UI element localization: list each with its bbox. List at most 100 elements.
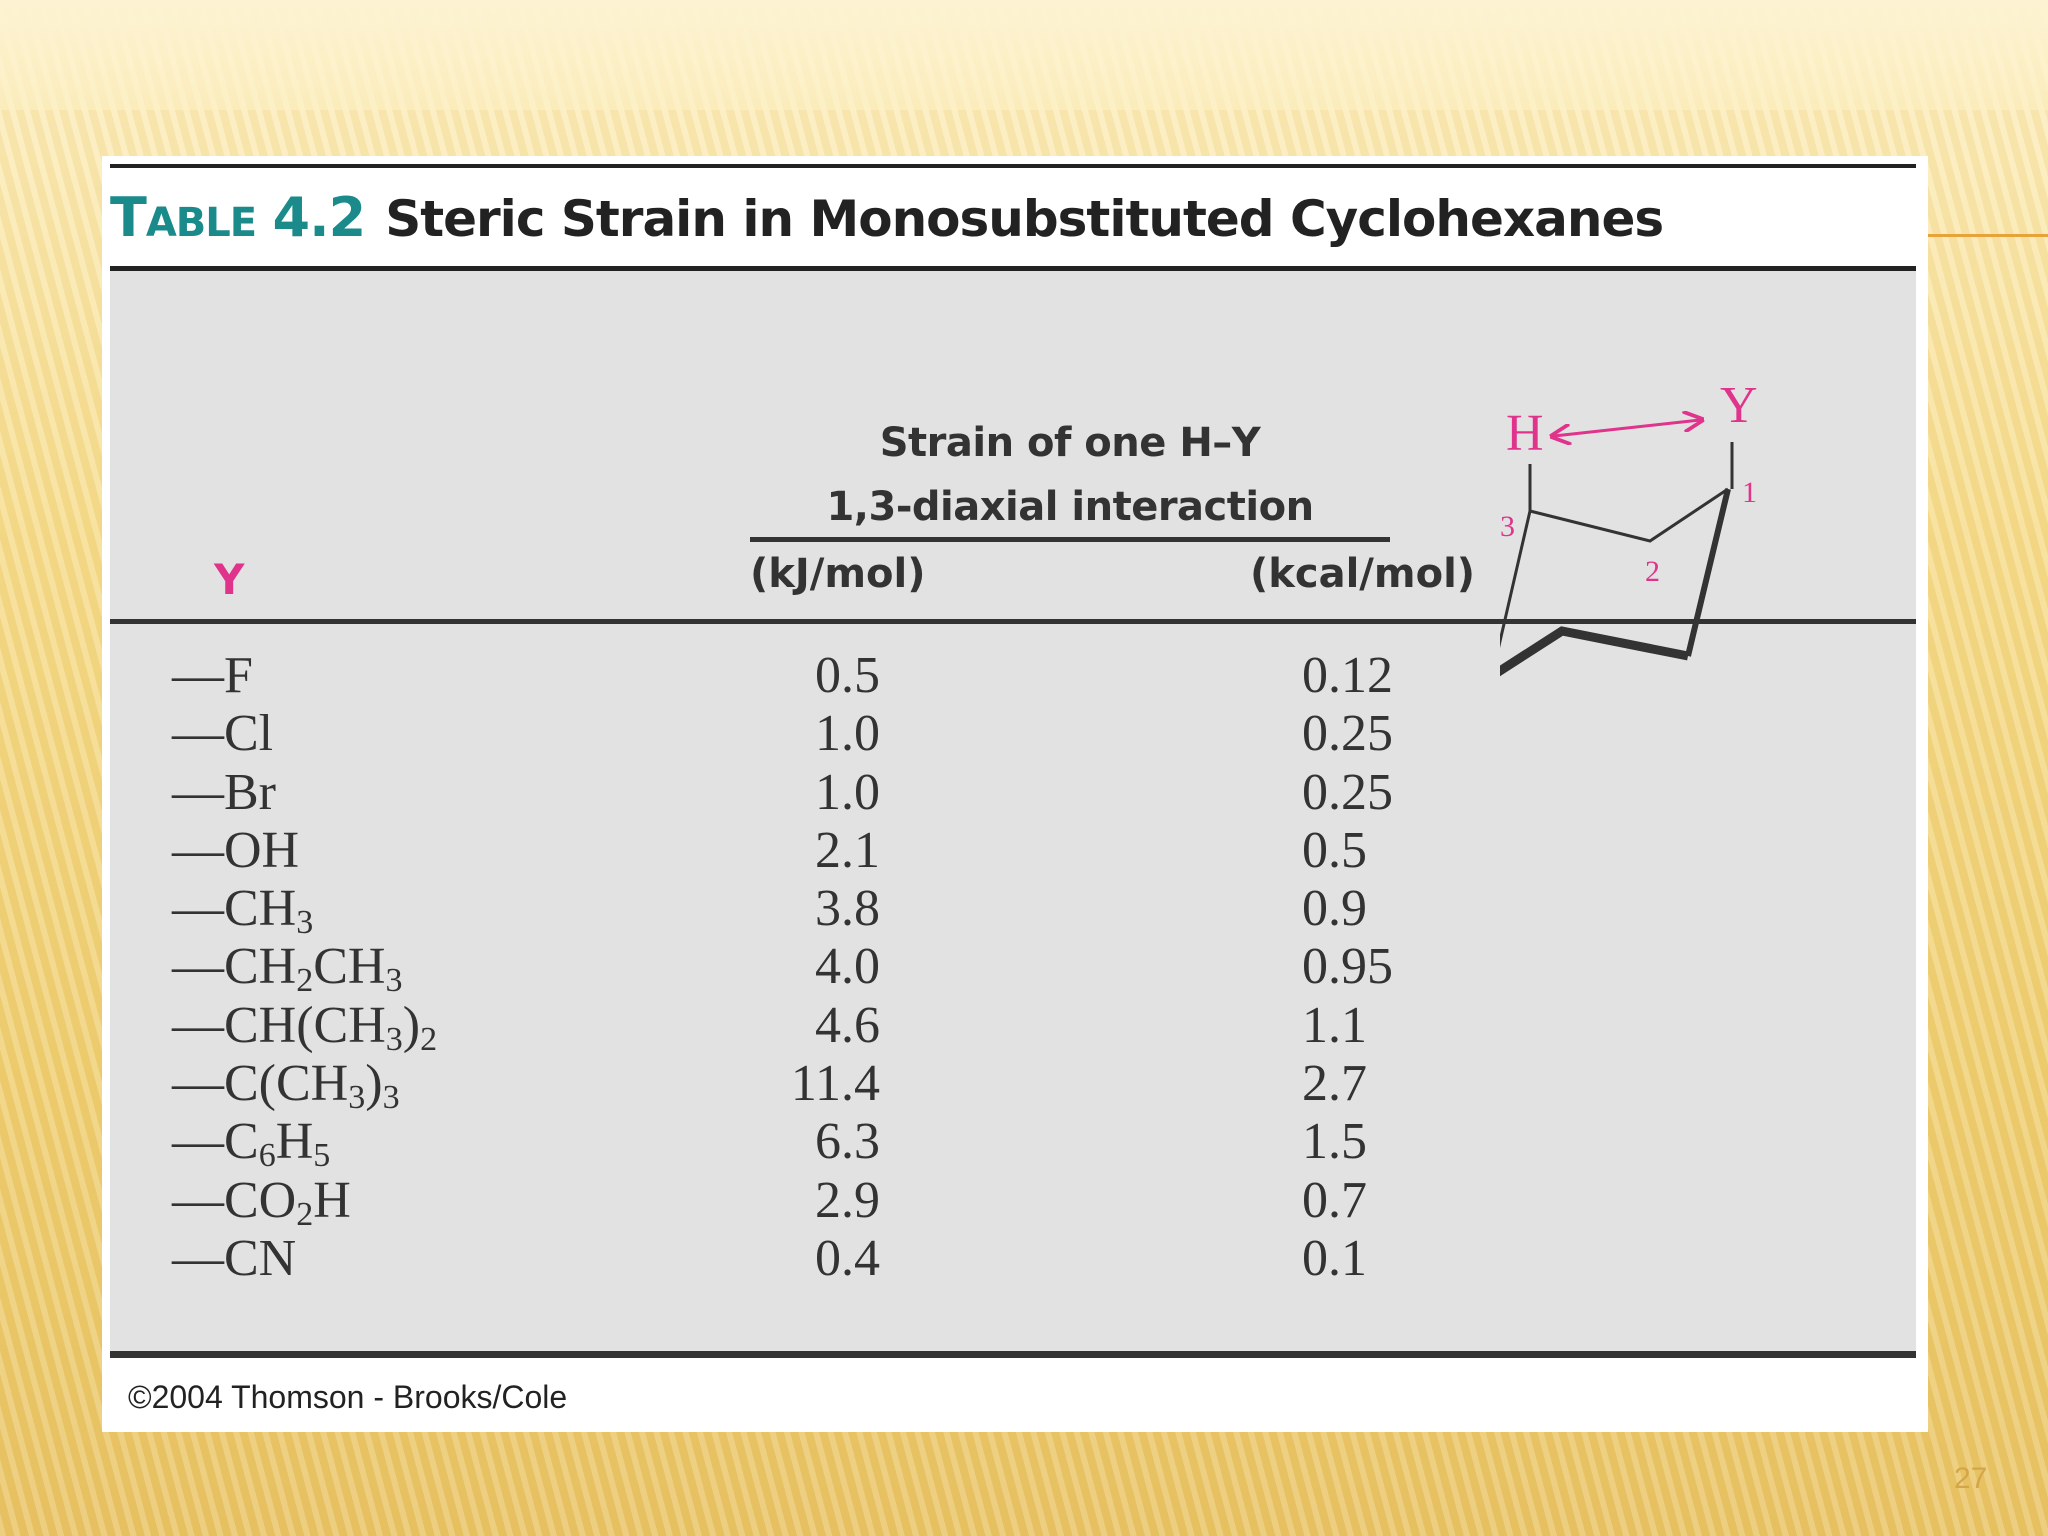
kcal-value-cell: 0.7 — [1302, 1171, 1367, 1229]
ring-front-edge — [1500, 626, 1689, 677]
substituent-subscript: 6 — [258, 1137, 276, 1175]
substituent-text: —C — [172, 1113, 259, 1171]
substituent-text: —CH — [172, 880, 297, 938]
kcal-value-cell: 0.5 — [1302, 821, 1367, 879]
substituent-text: —CH — [172, 938, 297, 996]
substituent-cell: —CH2CH3 — [172, 937, 403, 1000]
table-panel: TABLE 4.2 Steric Strain in Monosubstitute… — [102, 156, 1928, 1432]
substituent-subscript: 3 — [296, 904, 314, 942]
kcal-value-cell: 0.25 — [1302, 763, 1393, 821]
table-row: —C(CH3)3 11.4 2.7 — [110, 1054, 1916, 1117]
substituent-subscript: 5 — [313, 1137, 331, 1175]
table-title: TABLE 4.2 Steric Strain in Monosubstitute… — [110, 186, 1664, 256]
kj-value-cell: 0.5 — [815, 647, 880, 704]
kj-value-cell: 11.4 — [790, 1055, 880, 1113]
ring-right-edge — [1685, 488, 1731, 657]
kj-value-cell: 0.4 — [815, 1229, 880, 1287]
substituent-text: —CH(CH — [172, 996, 386, 1054]
table-row: —F 0.5 0.12 — [110, 646, 1916, 704]
kcal-value-cell: 0.95 — [1302, 938, 1393, 996]
substituent-subscript: 3 — [385, 962, 403, 1000]
kj-value-cell: 4.0 — [815, 938, 880, 996]
table-row: —CH3 3.8 0.9 — [110, 879, 1916, 942]
table-row: —C6H5 6.3 1.5 — [110, 1112, 1916, 1175]
table-bottom-rule — [110, 1351, 1916, 1358]
substituent-text: ) — [402, 996, 421, 1054]
ring-left-edge — [1500, 510, 1532, 648]
substituent-text: H — [313, 1171, 351, 1229]
kj-value-cell: 6.3 — [815, 1113, 880, 1171]
column-header-y: Y — [214, 555, 245, 604]
kj-value-cell: 2.9 — [815, 1171, 880, 1229]
substituent-text: —Cl — [172, 705, 274, 763]
table-title-text: Steric Strain in Monosubstituted Cyclohe… — [385, 190, 1664, 248]
kcal-value-cell: 0.25 — [1302, 705, 1393, 763]
slide-top-band — [0, 0, 2048, 110]
kcal-value-cell: 0.9 — [1302, 880, 1367, 938]
strain-header: Strain of one H–Y 1,3-diaxial interactio… — [750, 411, 1390, 539]
kcal-value-cell: 2.7 — [1302, 1055, 1367, 1113]
substituent-text: CH — [313, 938, 386, 996]
table-row: —CH2CH3 4.0 0.95 — [110, 937, 1916, 1000]
table-row: —CH(CH3)2 4.6 1.1 — [110, 996, 1916, 1058]
kcal-value-cell: 1.1 — [1302, 996, 1367, 1054]
cyclohexane-diagram: H Y 3 1 2 — [1500, 377, 1758, 677]
substituent-cell: —CH3 — [172, 879, 314, 942]
table-tag-number: 4.2 — [272, 186, 367, 249]
carbon-1-label: 1 — [1742, 476, 1757, 509]
strain-header-line2: 1,3-diaxial interaction — [826, 484, 1314, 530]
table-tag-rest: ABLE — [145, 200, 257, 246]
kcal-value-cell: 1.5 — [1302, 1113, 1367, 1171]
substituent-subscript: 3 — [348, 1079, 366, 1117]
kcal-value-cell: 0.1 — [1302, 1229, 1367, 1287]
substituent-subscript: 2 — [420, 1020, 438, 1058]
kj-value-cell: 1.0 — [815, 705, 880, 763]
table-tag-prefix: T — [110, 186, 147, 249]
substituent-cell: —C6H5 — [172, 1112, 331, 1175]
ring-back-edge — [1529, 487, 1729, 543]
substituent-text: —OH — [172, 821, 300, 879]
substituent-subscript: 2 — [296, 1195, 314, 1233]
column-header-kcal: (kcal/mol) — [1250, 551, 1476, 597]
substituent-subscript: 3 — [385, 1020, 403, 1058]
carbon-2-label: 2 — [1645, 555, 1660, 588]
table-body: Strain of one H–Y 1,3-diaxial interactio… — [110, 266, 1916, 1358]
table-tag: TABLE 4.2 — [110, 186, 366, 249]
label-h: H — [1506, 405, 1544, 462]
substituent-text: —CO — [172, 1171, 297, 1229]
table-rows: —F 0.5 0.12 —Cl 1.0 0.25 —Br 1.0 0.25 —OH 2.1 0.5 —C… — [110, 646, 1916, 1287]
table-row: —Cl 1.0 0.25 — [110, 704, 1916, 762]
substituent-cell: —F — [172, 646, 253, 705]
substituent-text: —Br — [172, 763, 276, 821]
carbon-3-label: 3 — [1500, 510, 1515, 543]
table-row: —CO2H 2.9 0.7 — [110, 1171, 1916, 1233]
header-bottom-rule — [110, 619, 1916, 624]
substituent-cell: —Cl — [172, 704, 273, 763]
kj-value-cell: 3.8 — [815, 880, 880, 938]
substituent-cell: —OH — [172, 821, 299, 880]
label-y: Y — [1720, 377, 1758, 434]
strain-header-rule — [750, 537, 1390, 542]
diaxial-interaction-arrow — [1554, 420, 1700, 436]
page-number: 27 — [1954, 1462, 1988, 1495]
kj-value-cell: 1.0 — [815, 763, 880, 821]
substituent-text: ) — [365, 1055, 383, 1113]
substituent-subscript: 3 — [382, 1079, 400, 1117]
substituent-subscript: 2 — [296, 962, 314, 1000]
substituent-text: —F — [172, 647, 253, 704]
slide-accent-line — [1928, 234, 2048, 237]
title-top-rule — [110, 164, 1916, 168]
substituent-cell: —CH(CH3)2 — [172, 996, 438, 1058]
substituent-cell: —Br — [172, 763, 276, 822]
substituent-cell: —CO2H — [172, 1171, 351, 1233]
column-header-kj: (kJ/mol) — [750, 551, 926, 597]
table-row: —Br 1.0 0.25 — [110, 763, 1916, 821]
substituent-cell: —C(CH3)3 — [172, 1054, 400, 1117]
kcal-value-cell: 0.12 — [1302, 647, 1393, 704]
table-row: —CN 0.4 0.1 — [110, 1229, 1916, 1287]
kj-value-cell: 2.1 — [815, 821, 880, 879]
substituent-cell: —CN — [172, 1229, 296, 1288]
substituent-text: —C(CH — [172, 1055, 349, 1113]
copyright-text: ©2004 Thomson - Brooks/Cole — [128, 1379, 568, 1415]
strain-header-line1: Strain of one H–Y — [879, 420, 1261, 466]
